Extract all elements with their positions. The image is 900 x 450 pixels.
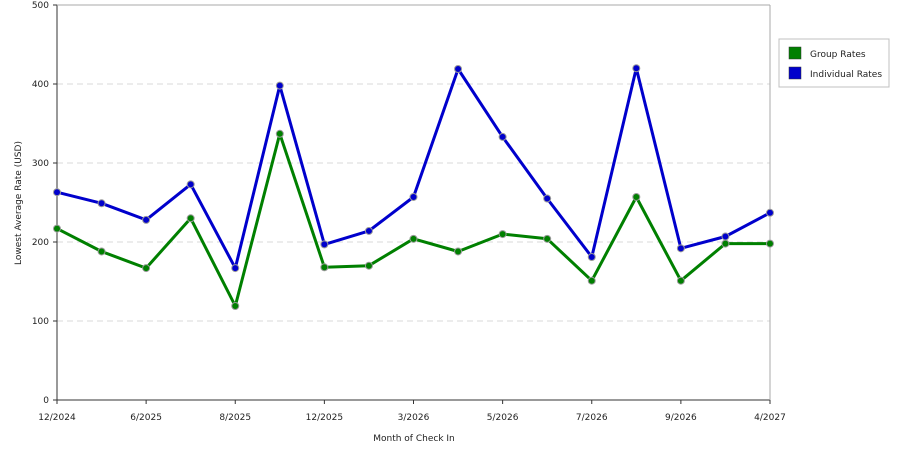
x-tick-label: 6/2025 <box>130 413 162 423</box>
x-tick-label: 4/2027 <box>754 413 786 423</box>
grid-lines <box>57 83 770 322</box>
y-tick-label: 100 <box>32 317 49 327</box>
data-point-group-rates <box>632 192 641 201</box>
data-point-group-rates <box>587 276 596 285</box>
y-tick-label: 0 <box>43 396 49 406</box>
data-point-group-rates <box>275 129 284 138</box>
data-point-individual-rates <box>632 64 641 73</box>
data-point-individual-rates <box>53 188 61 197</box>
data-point-individual-rates <box>543 194 552 203</box>
legend-swatch-individual-rates <box>788 66 802 80</box>
y-tick-label: 200 <box>32 238 49 248</box>
series-lines <box>53 64 774 310</box>
x-tick-label: 3/2026 <box>398 413 430 423</box>
x-axis-title: Month of Check In <box>373 434 455 444</box>
data-point-individual-rates <box>231 264 240 273</box>
x-tick-label: 5/2026 <box>487 413 519 423</box>
y-tick-labels: 0 100 200 300 400 500 <box>32 1 49 406</box>
data-point-individual-rates <box>498 132 507 141</box>
data-point-group-rates <box>409 234 418 243</box>
data-point-group-rates <box>320 263 329 272</box>
data-point-group-rates <box>231 301 240 310</box>
data-point-individual-rates <box>454 64 463 73</box>
y-axis-title: Lowest Average Rate (USD) <box>14 141 24 265</box>
y-tick-label: 400 <box>32 80 49 90</box>
data-point-group-rates <box>364 261 373 270</box>
y-tick-label: 300 <box>32 159 49 169</box>
legend-label-individual-rates: Individual Rates <box>810 70 882 80</box>
data-point-group-rates <box>186 214 195 223</box>
data-point-individual-rates <box>364 226 373 235</box>
legend-swatch-group-rates <box>788 46 802 60</box>
data-point-group-rates <box>676 276 685 285</box>
legend-label-group-rates: Group Rates <box>810 50 866 60</box>
axes <box>53 4 771 404</box>
data-point-individual-rates <box>97 199 106 208</box>
data-point-group-rates <box>97 247 106 256</box>
data-point-group-rates <box>454 247 463 256</box>
data-point-group-rates <box>766 239 774 248</box>
data-point-group-rates <box>53 224 61 233</box>
data-point-group-rates <box>543 234 552 243</box>
data-point-individual-rates <box>587 253 596 262</box>
data-point-individual-rates <box>142 215 151 224</box>
y-tick-label: 500 <box>32 1 49 11</box>
x-tick-label: 9/2026 <box>665 413 697 423</box>
x-tick-label: 12/2024 <box>38 413 76 423</box>
data-point-individual-rates <box>409 192 418 201</box>
data-point-group-rates <box>721 239 730 248</box>
data-point-individual-rates <box>721 232 730 241</box>
x-tick-label: 8/2025 <box>219 413 251 423</box>
data-point-group-rates <box>142 264 151 273</box>
data-point-individual-rates <box>320 240 329 249</box>
x-tick-label: 12/2025 <box>306 413 343 423</box>
data-point-individual-rates <box>186 180 195 189</box>
x-tick-label: 7/2026 <box>576 413 608 423</box>
data-point-individual-rates <box>275 81 284 90</box>
x-tick-labels: 12/2024 6/2025 8/2025 12/2025 3/2026 5/2026 7/… <box>38 413 786 423</box>
data-point-individual-rates <box>766 208 774 217</box>
data-point-group-rates <box>498 230 507 239</box>
data-point-individual-rates <box>676 244 685 253</box>
legend: Group Rates Individual Rates <box>778 38 890 88</box>
